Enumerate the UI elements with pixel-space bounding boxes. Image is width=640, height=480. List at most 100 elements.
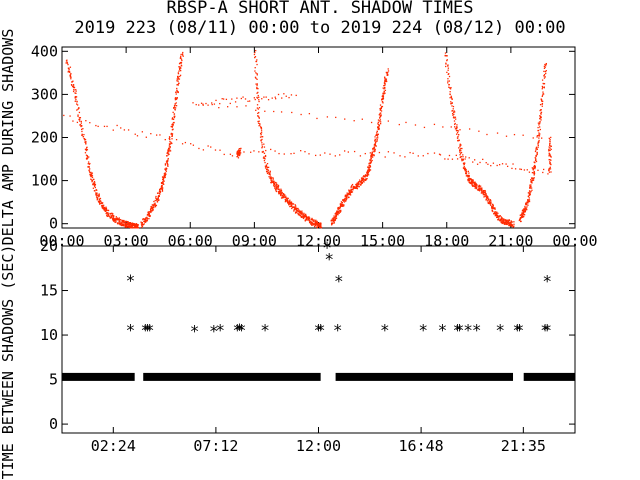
top-data-point bbox=[238, 148, 240, 150]
top-data-point bbox=[298, 211, 301, 213]
top-data-point bbox=[348, 192, 351, 194]
top-data-point bbox=[236, 106, 238, 108]
top-data-point bbox=[95, 193, 97, 195]
top-data-point bbox=[533, 166, 535, 168]
top-data-point bbox=[364, 174, 367, 176]
top-data-point bbox=[79, 118, 81, 120]
bottom-xtick-label: 16:48 bbox=[399, 437, 444, 455]
top-data-point bbox=[113, 219, 116, 221]
top-data-point bbox=[277, 186, 280, 188]
bottom-xtick-label: 07:12 bbox=[193, 437, 238, 455]
top-data-point bbox=[238, 153, 241, 155]
top-data-point bbox=[237, 153, 239, 156]
top-data-point bbox=[255, 49, 257, 52]
top-data-point bbox=[339, 203, 341, 205]
top-data-point bbox=[449, 91, 451, 93]
top-data-point bbox=[542, 86, 544, 89]
top-data-point bbox=[344, 196, 346, 198]
star-marker: * bbox=[455, 321, 465, 340]
top-data-point bbox=[532, 172, 535, 174]
top-data-point bbox=[507, 219, 509, 221]
top-data-point bbox=[471, 182, 473, 184]
top-data-point bbox=[296, 211, 298, 213]
top-data-point bbox=[248, 100, 251, 102]
top-data-point bbox=[485, 162, 487, 164]
top-data-point bbox=[521, 213, 523, 215]
top-data-point bbox=[262, 157, 265, 159]
top-data-point bbox=[215, 99, 217, 102]
top-data-point bbox=[329, 153, 331, 155]
top-data-point bbox=[205, 102, 207, 105]
top-data-point bbox=[88, 156, 90, 158]
top-data-point bbox=[90, 173, 92, 175]
top-data-point bbox=[455, 128, 457, 130]
top-data-point bbox=[81, 130, 83, 133]
top-data-point bbox=[377, 123, 379, 125]
top-data-point bbox=[97, 125, 99, 128]
top-data-point bbox=[244, 98, 247, 100]
top-data-point bbox=[422, 155, 424, 157]
star-marker: * bbox=[418, 321, 428, 340]
top-data-point bbox=[273, 180, 275, 183]
top-data-point bbox=[447, 80, 449, 82]
top-data-point bbox=[202, 104, 204, 106]
top-data-point bbox=[300, 150, 302, 152]
top-data-point bbox=[465, 169, 467, 172]
top-data-point bbox=[362, 176, 364, 178]
top-data-point bbox=[73, 89, 75, 91]
top-data-point bbox=[541, 100, 543, 102]
top-data-point bbox=[344, 118, 346, 120]
top-data-point bbox=[379, 108, 382, 110]
star-marker: * bbox=[141, 321, 151, 340]
top-data-point bbox=[534, 150, 537, 153]
top-data-point bbox=[277, 187, 279, 189]
top-data-point bbox=[119, 223, 121, 225]
top-data-point bbox=[294, 206, 296, 208]
top-data-point bbox=[333, 222, 336, 224]
top-data-point bbox=[364, 174, 366, 177]
top-data-point bbox=[461, 147, 463, 150]
top-data-point bbox=[358, 186, 360, 188]
top-data-point bbox=[169, 149, 171, 151]
top-data-point bbox=[486, 200, 489, 202]
top-data-point bbox=[339, 211, 341, 214]
top-data-point bbox=[92, 187, 95, 189]
top-data-point bbox=[283, 195, 285, 198]
top-data-point bbox=[457, 139, 459, 142]
top-data-point bbox=[505, 163, 507, 165]
top-data-point bbox=[160, 182, 163, 184]
top-data-point bbox=[361, 118, 363, 120]
top-data-point bbox=[129, 225, 131, 227]
top-data-point bbox=[150, 207, 152, 210]
top-data-point bbox=[337, 211, 339, 213]
top-data-point bbox=[347, 195, 349, 197]
top-data-point bbox=[549, 162, 551, 164]
top-data-point bbox=[96, 194, 98, 197]
top-data-point bbox=[254, 56, 257, 58]
top-data-point bbox=[470, 182, 472, 184]
top-data-point bbox=[259, 132, 262, 135]
top-data-point bbox=[155, 134, 158, 136]
top-data-point bbox=[202, 103, 204, 105]
top-data-point bbox=[378, 128, 380, 131]
top-data-point bbox=[222, 98, 225, 100]
top-data-point bbox=[141, 131, 143, 133]
top-data-point bbox=[539, 117, 541, 120]
top-data-point bbox=[146, 218, 149, 220]
top-data-point bbox=[158, 195, 160, 197]
top-data-point bbox=[106, 214, 108, 216]
top-data-point bbox=[446, 71, 448, 74]
bottom-xtick-label: 21:35 bbox=[501, 437, 546, 455]
top-data-point bbox=[257, 115, 260, 117]
top-data-point bbox=[264, 165, 267, 167]
top-data-point bbox=[128, 222, 130, 225]
top-data-point bbox=[496, 214, 499, 217]
top-data-point bbox=[533, 170, 535, 173]
chart-subtitle: 2019 223 (08/11) 00:00 to 2019 224 (08/1… bbox=[74, 18, 565, 38]
top-data-point bbox=[274, 150, 276, 152]
top-data-point bbox=[369, 159, 371, 162]
top-data-point bbox=[148, 217, 150, 220]
top-data-point bbox=[231, 155, 234, 157]
top-data-point bbox=[116, 124, 118, 127]
